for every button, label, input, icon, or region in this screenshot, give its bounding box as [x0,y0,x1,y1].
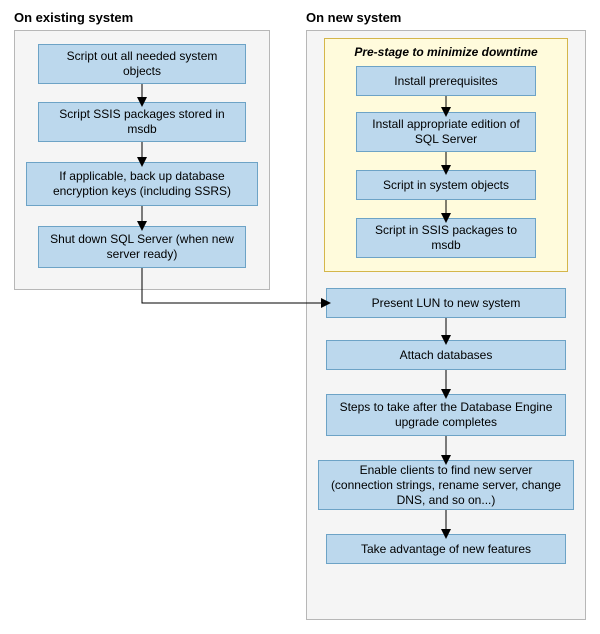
node-label: Steps to take after the Database Engine … [335,400,557,430]
node-label: Take advantage of new features [361,542,531,557]
node-install-prereq: Install prerequisites [356,66,536,96]
existing-column-title: On existing system [14,10,133,25]
node-present-lun: Present LUN to new system [326,288,566,318]
node-backup-keys: If applicable, back up database encrypti… [26,162,258,206]
node-post-upgrade: Steps to take after the Database Engine … [326,394,566,436]
node-label: Script SSIS packages stored in msdb [47,107,237,137]
node-label: Script in SSIS packages to msdb [365,223,527,253]
node-script-ssis: Script SSIS packages stored in msdb [38,102,246,142]
node-label: Install appropriate edition of SQL Serve… [365,117,527,147]
node-script-in-objects: Script in system objects [356,170,536,200]
node-script-system-objects: Script out all needed system objects [38,44,246,84]
flowchart-canvas: On existing system On new system Pre-sta… [10,10,590,624]
node-label: Script in system objects [383,178,509,193]
node-shutdown-sql: Shut down SQL Server (when new server re… [38,226,246,268]
node-label: Present LUN to new system [372,296,521,311]
node-label: Install prerequisites [394,74,497,89]
node-label: Script out all needed system objects [47,49,237,79]
node-label: Enable clients to find new server (conne… [327,463,565,508]
node-attach-db: Attach databases [326,340,566,370]
prestage-title: Pre-stage to minimize downtime [325,45,567,59]
node-script-in-ssis: Script in SSIS packages to msdb [356,218,536,258]
node-install-sql: Install appropriate edition of SQL Serve… [356,112,536,152]
node-new-features: Take advantage of new features [326,534,566,564]
new-column-title: On new system [306,10,401,25]
node-label: If applicable, back up database encrypti… [35,169,249,199]
node-enable-clients: Enable clients to find new server (conne… [318,460,574,510]
node-label: Shut down SQL Server (when new server re… [47,232,237,262]
node-label: Attach databases [400,348,493,363]
